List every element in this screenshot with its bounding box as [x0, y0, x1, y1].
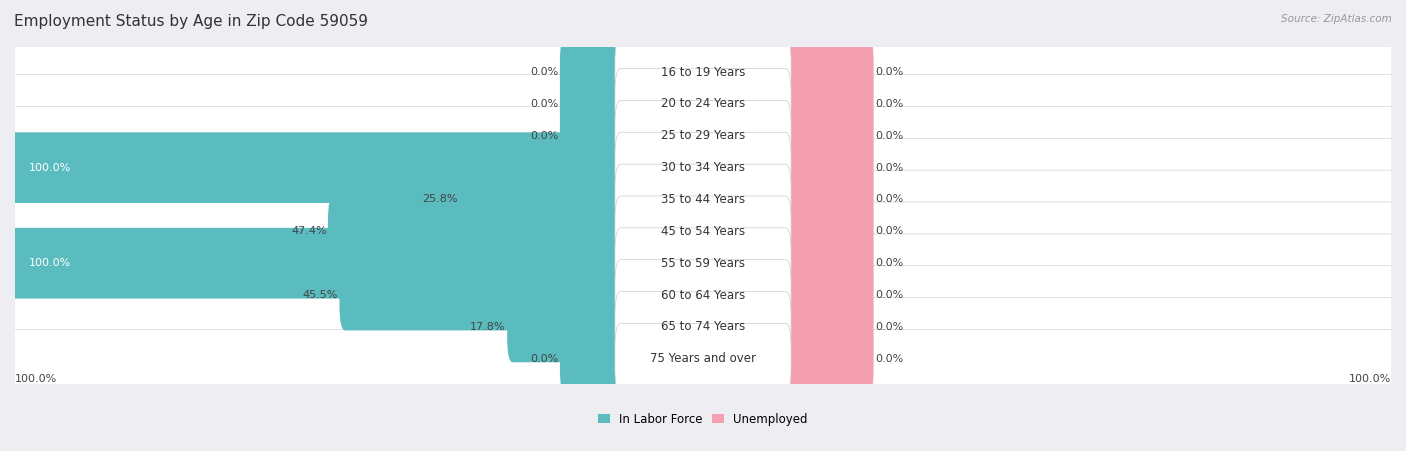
FancyBboxPatch shape [13, 298, 1393, 356]
FancyBboxPatch shape [339, 260, 626, 331]
Text: 45.5%: 45.5% [302, 290, 337, 300]
FancyBboxPatch shape [614, 37, 792, 107]
Text: 0.0%: 0.0% [875, 290, 903, 300]
Text: 17.8%: 17.8% [470, 322, 506, 332]
FancyBboxPatch shape [780, 101, 873, 171]
FancyBboxPatch shape [614, 291, 792, 362]
FancyBboxPatch shape [13, 43, 1393, 101]
FancyBboxPatch shape [560, 323, 626, 394]
FancyBboxPatch shape [780, 164, 873, 235]
Text: Source: ZipAtlas.com: Source: ZipAtlas.com [1281, 14, 1392, 23]
Text: 100.0%: 100.0% [28, 163, 72, 173]
Text: 0.0%: 0.0% [875, 194, 903, 204]
FancyBboxPatch shape [560, 101, 626, 171]
Text: Employment Status by Age in Zip Code 59059: Employment Status by Age in Zip Code 590… [14, 14, 368, 28]
Text: 0.0%: 0.0% [530, 67, 558, 77]
FancyBboxPatch shape [780, 196, 873, 267]
FancyBboxPatch shape [614, 132, 792, 203]
FancyBboxPatch shape [780, 260, 873, 331]
Text: 16 to 19 Years: 16 to 19 Years [661, 65, 745, 78]
FancyBboxPatch shape [780, 291, 873, 362]
FancyBboxPatch shape [780, 69, 873, 139]
FancyBboxPatch shape [614, 101, 792, 171]
FancyBboxPatch shape [780, 132, 873, 203]
Text: 30 to 34 Years: 30 to 34 Years [661, 161, 745, 174]
Text: 25.8%: 25.8% [422, 194, 457, 204]
Text: 100.0%: 100.0% [1348, 374, 1391, 385]
FancyBboxPatch shape [780, 228, 873, 299]
FancyBboxPatch shape [614, 228, 792, 299]
FancyBboxPatch shape [614, 69, 792, 139]
FancyBboxPatch shape [560, 37, 626, 107]
Legend: In Labor Force, Unemployed: In Labor Force, Unemployed [598, 413, 808, 426]
FancyBboxPatch shape [13, 234, 1393, 293]
FancyBboxPatch shape [10, 132, 626, 203]
Text: 25 to 29 Years: 25 to 29 Years [661, 129, 745, 142]
Text: 20 to 24 Years: 20 to 24 Years [661, 97, 745, 110]
FancyBboxPatch shape [10, 228, 626, 299]
Text: 0.0%: 0.0% [875, 99, 903, 109]
FancyBboxPatch shape [13, 106, 1393, 165]
FancyBboxPatch shape [13, 266, 1393, 324]
Text: 45 to 54 Years: 45 to 54 Years [661, 225, 745, 238]
Text: 0.0%: 0.0% [875, 163, 903, 173]
FancyBboxPatch shape [780, 37, 873, 107]
Text: 0.0%: 0.0% [875, 67, 903, 77]
FancyBboxPatch shape [614, 164, 792, 235]
Text: 75 Years and over: 75 Years and over [650, 352, 756, 365]
FancyBboxPatch shape [614, 260, 792, 331]
FancyBboxPatch shape [560, 69, 626, 139]
FancyBboxPatch shape [780, 323, 873, 394]
Text: 0.0%: 0.0% [875, 354, 903, 364]
Text: 100.0%: 100.0% [28, 258, 72, 268]
FancyBboxPatch shape [614, 323, 792, 394]
Text: 35 to 44 Years: 35 to 44 Years [661, 193, 745, 206]
FancyBboxPatch shape [13, 330, 1393, 388]
Text: 65 to 74 Years: 65 to 74 Years [661, 320, 745, 333]
Text: 0.0%: 0.0% [875, 226, 903, 236]
Text: 0.0%: 0.0% [875, 131, 903, 141]
Text: 0.0%: 0.0% [530, 131, 558, 141]
FancyBboxPatch shape [13, 74, 1393, 133]
Text: 0.0%: 0.0% [530, 354, 558, 364]
Text: 60 to 64 Years: 60 to 64 Years [661, 289, 745, 302]
FancyBboxPatch shape [458, 164, 626, 235]
FancyBboxPatch shape [508, 291, 626, 362]
FancyBboxPatch shape [13, 170, 1393, 229]
FancyBboxPatch shape [328, 196, 626, 267]
Text: 0.0%: 0.0% [875, 258, 903, 268]
FancyBboxPatch shape [13, 202, 1393, 261]
Text: 55 to 59 Years: 55 to 59 Years [661, 257, 745, 270]
Text: 100.0%: 100.0% [15, 374, 58, 385]
Text: 0.0%: 0.0% [530, 99, 558, 109]
Text: 0.0%: 0.0% [875, 322, 903, 332]
Text: 47.4%: 47.4% [291, 226, 326, 236]
FancyBboxPatch shape [614, 196, 792, 267]
FancyBboxPatch shape [13, 138, 1393, 197]
